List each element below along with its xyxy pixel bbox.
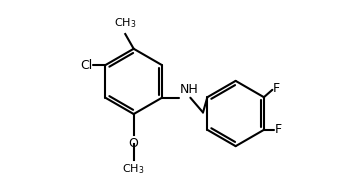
Text: CH$_3$: CH$_3$ [122,163,145,176]
Text: F: F [275,123,282,136]
Text: O: O [129,137,139,150]
Text: Cl: Cl [80,59,93,72]
Text: F: F [273,82,280,95]
Text: CH$_3$: CH$_3$ [114,16,136,30]
Text: NH: NH [180,83,199,96]
